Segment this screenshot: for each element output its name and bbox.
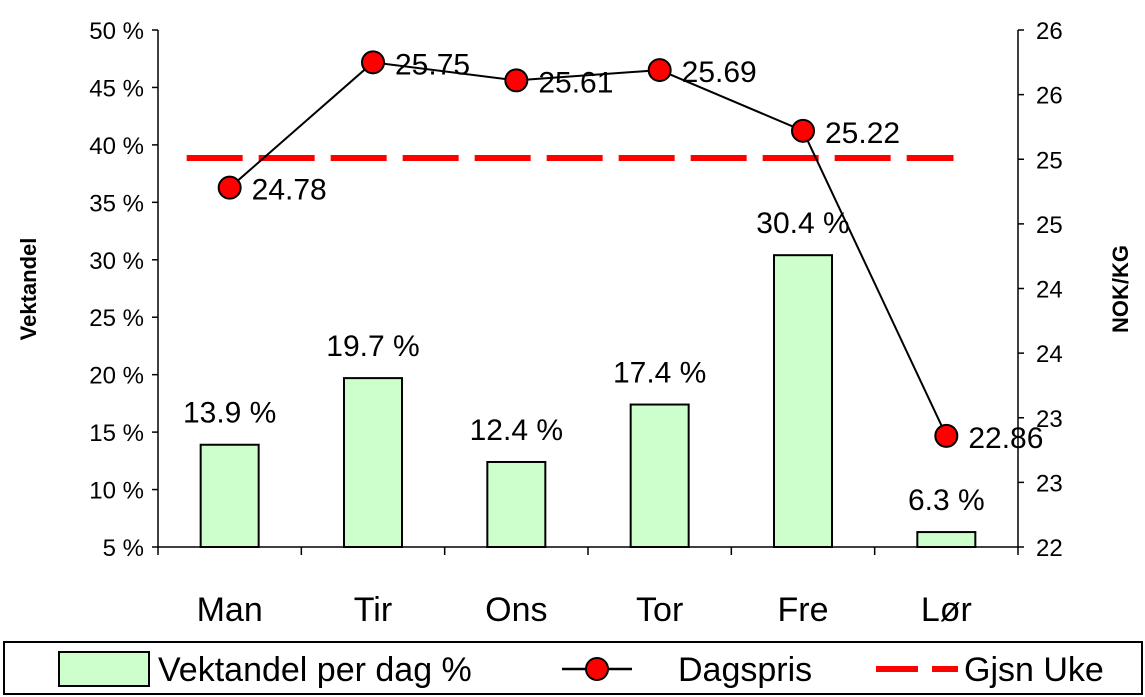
bar-label: 30.4 % (756, 207, 849, 240)
bar-label: 6.3 % (908, 484, 985, 517)
bar-fre (773, 254, 833, 548)
x-tick-label: Fre (778, 591, 829, 629)
legend-swatch-bars (58, 651, 150, 687)
price-label: 25.75 (395, 48, 470, 81)
right-tick-label: 23 (1036, 470, 1063, 497)
left-axis-title: Vektandel (16, 238, 41, 341)
x-tick-label: Man (197, 591, 263, 629)
bar-label: 13.9 % (183, 397, 276, 430)
bar-label: 17.4 % (613, 357, 706, 390)
left-tick-label: 30 % (89, 248, 144, 275)
bar-label: 12.4 % (470, 414, 563, 447)
x-tick-label: Tor (636, 591, 683, 629)
right-tick-label: 25 (1036, 212, 1063, 239)
price-marker-ons (504, 68, 529, 93)
price-marker-tor (647, 58, 672, 83)
bar-lør (916, 531, 977, 549)
right-tick-label: 24 (1036, 341, 1063, 368)
bar-man (199, 443, 260, 549)
left-tick-label: 25 % (89, 305, 144, 332)
left-tick-label: 40 % (89, 133, 144, 160)
price-label: 25.22 (825, 117, 900, 150)
legend-label-avg: Gjsn Uke (964, 651, 1104, 689)
left-y-axis: 5 % 10 % 15 % 20 % 25 % 30 % 35 % 40 % 45 % 50 % (89, 18, 159, 562)
price-polyline (229, 61, 948, 437)
price-label: 25.61 (538, 66, 613, 99)
left-tick-label: 5 % (103, 535, 144, 562)
bar-ons (486, 460, 547, 548)
price-data-labels: 24.78 25.75 25.61 25.69 25.22 22.86 (252, 48, 1044, 455)
left-tick-label: 35 % (89, 190, 144, 217)
left-tick-label: 50 % (89, 18, 144, 45)
right-tick-label: 25 (1036, 147, 1063, 174)
bar-data-labels: 13.9 % 19.7 % 12.4 % 17.4 % 30.4 % 6.3 % (183, 207, 985, 517)
right-tick-label: 26 (1036, 18, 1063, 45)
x-tick-label: Lør (921, 591, 972, 629)
price-marker-fre (791, 118, 815, 143)
bar-label: 19.7 % (326, 330, 419, 363)
bar-tor (629, 403, 690, 548)
x-tick-label: Ons (485, 591, 547, 629)
left-tick-label: 20 % (89, 363, 144, 390)
legend-label-line: Dagspris (678, 651, 812, 689)
right-axis-title: NOK/KG (1108, 245, 1133, 333)
right-tick-label: 26 (1036, 83, 1063, 110)
bar-series (199, 254, 977, 549)
legend-marker-icon (585, 657, 609, 681)
price-label: 24.78 (252, 174, 327, 207)
x-tick-label: Tir (354, 591, 392, 629)
right-tick-label: 24 (1036, 277, 1063, 304)
price-marker-lør (934, 423, 959, 448)
price-marker-man (217, 175, 242, 200)
x-axis: Man Tir Ons Tor Fre Lør (157, 546, 1019, 629)
legend-label-bars: Vektandel per dag % (158, 651, 472, 689)
bar-tir (343, 377, 403, 549)
price-marker-tir (361, 50, 385, 75)
right-tick-label: 23 (1036, 406, 1063, 433)
price-label: 25.69 (682, 56, 757, 89)
legend: Vektandel per dag % Dagspris Gjsn Uke (3, 641, 1143, 695)
price-label: 22.86 (968, 422, 1043, 455)
left-tick-label: 10 % (89, 478, 144, 505)
right-tick-label: 22 (1036, 535, 1063, 562)
right-y-axis: 22232324242525262626 (1017, 18, 1063, 562)
left-tick-label: 45 % (89, 75, 144, 102)
price-line-series (217, 50, 959, 448)
left-tick-label: 15 % (89, 420, 144, 447)
